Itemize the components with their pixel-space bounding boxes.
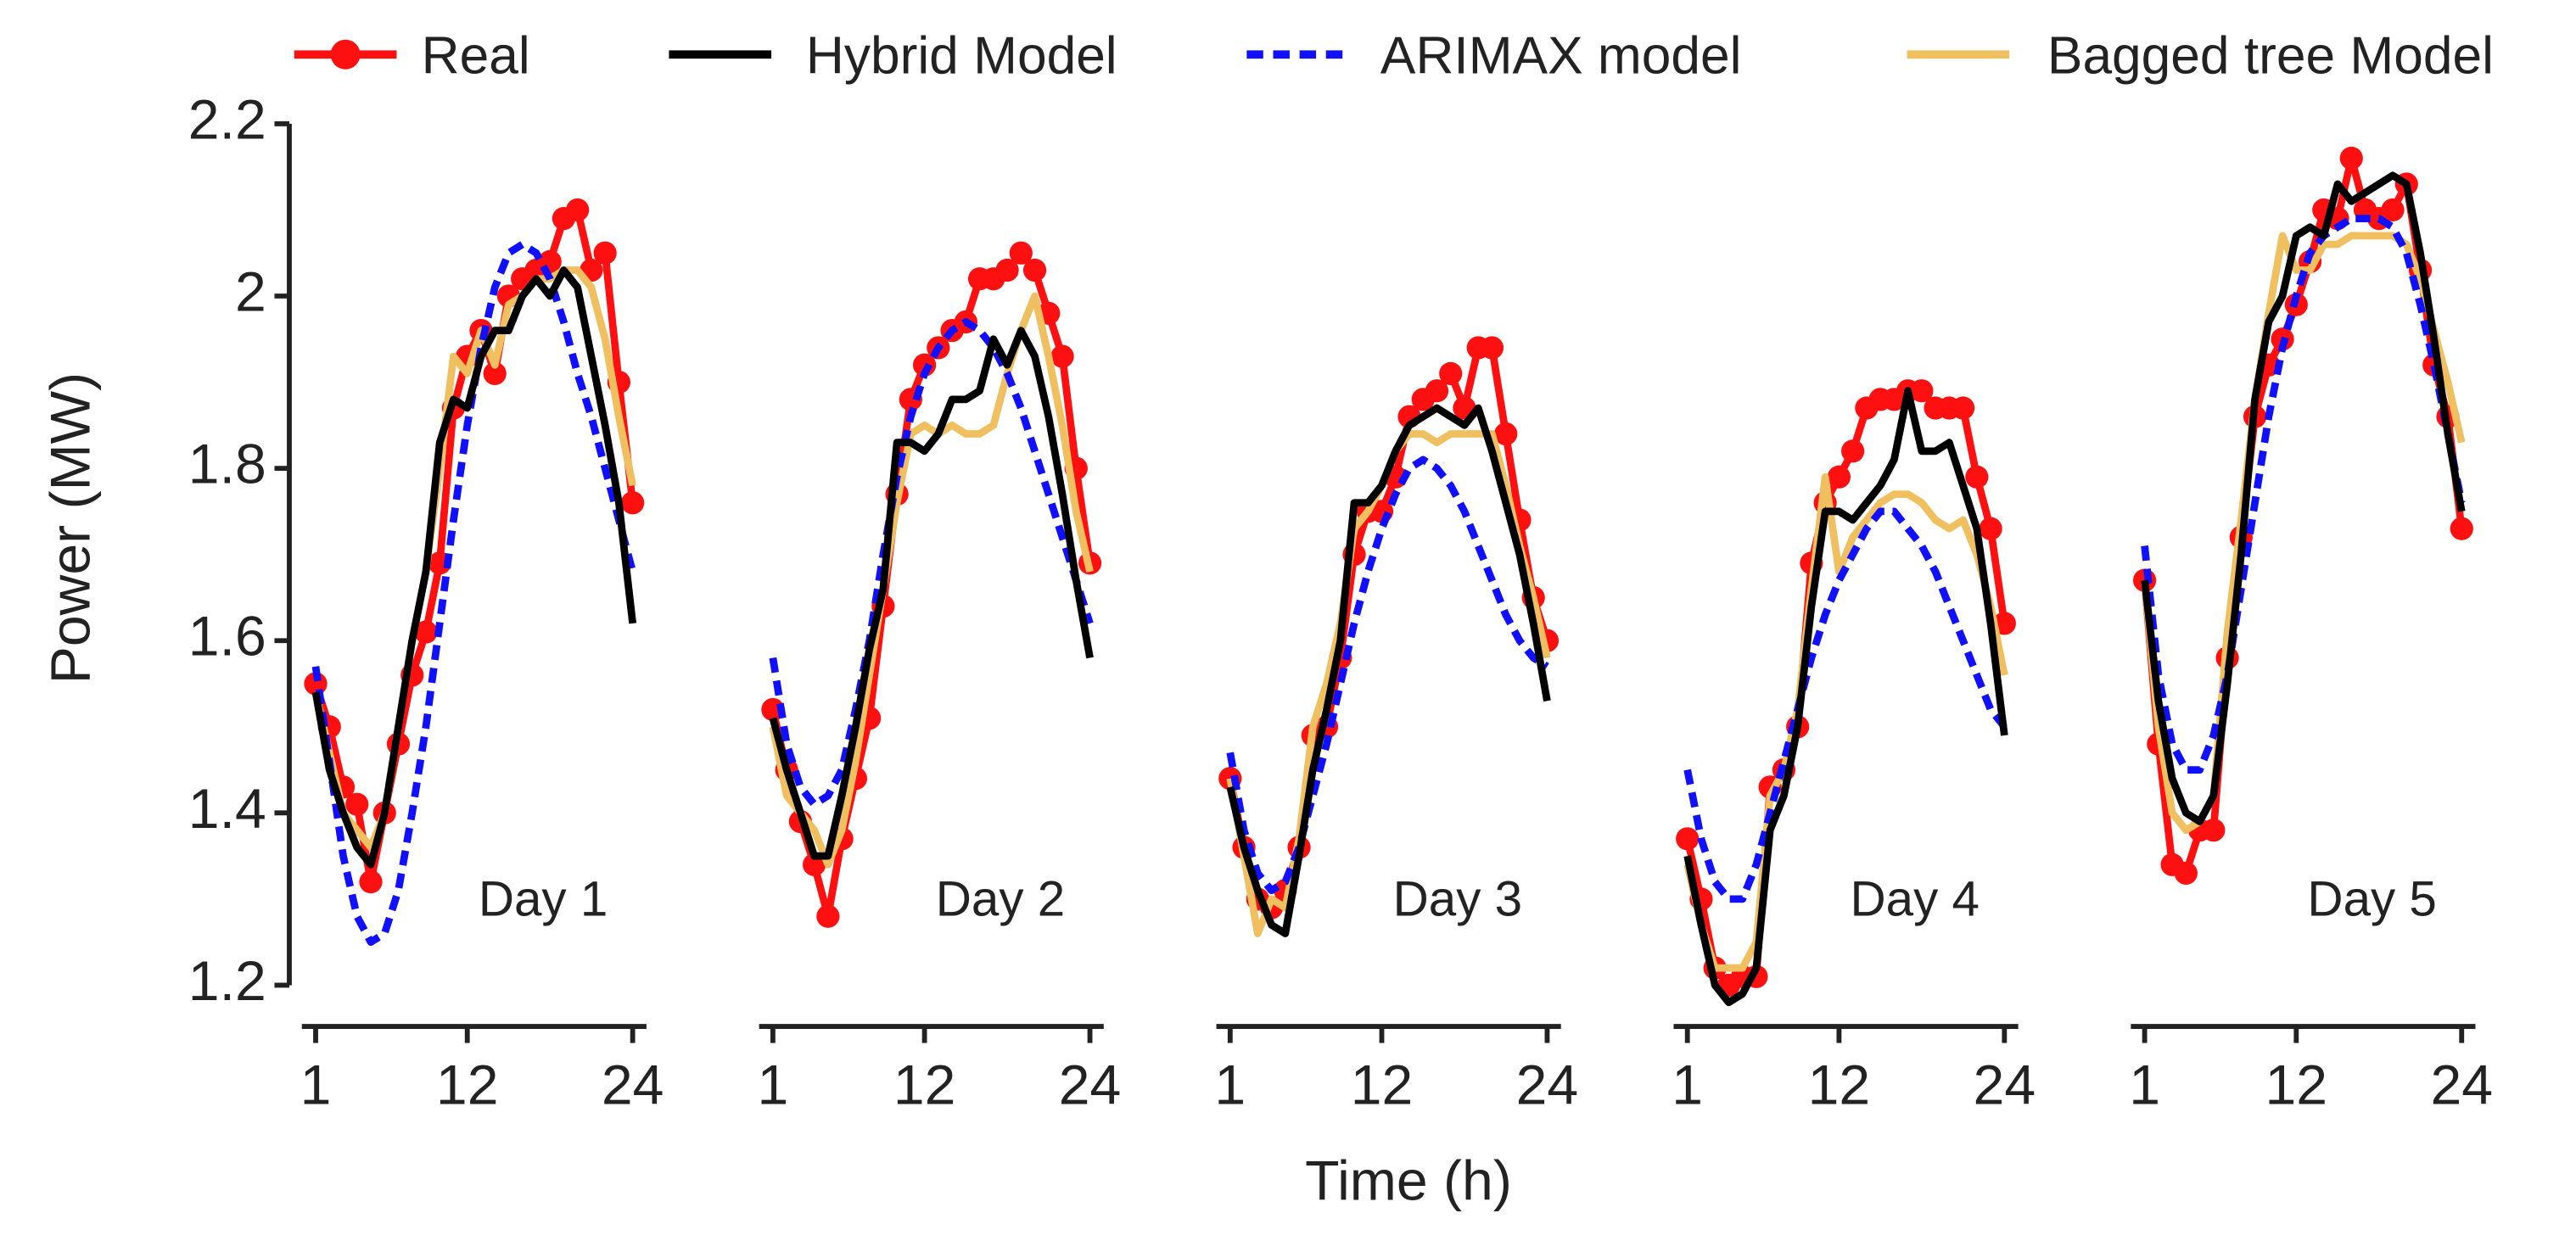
y-tick-label: 1.4: [188, 778, 266, 841]
panel-label: Day 3: [1393, 872, 1522, 927]
series-line: [1226, 404, 1551, 937]
legend-label: ARIMAX model: [1380, 26, 1742, 85]
x-tick-label: 24: [602, 1054, 664, 1116]
data-point: [1827, 465, 1851, 489]
data-point: [912, 353, 937, 377]
data-point: [1050, 344, 1074, 368]
y-axis-label: Power (MW): [40, 372, 103, 684]
x-tick-label: 1: [758, 1054, 789, 1116]
data-point: [621, 491, 645, 515]
data-point: [483, 361, 507, 386]
data-point: [2339, 146, 2363, 170]
x-tick-label: 1: [2129, 1054, 2160, 1116]
data-point: [1979, 517, 2002, 540]
y-tick-label: 2.2: [188, 88, 266, 151]
data-point: [593, 241, 617, 265]
x-tick-label: 1: [300, 1054, 332, 1116]
data-point: [1009, 241, 1033, 265]
data-point: [1439, 361, 1463, 386]
series-line: [1683, 472, 2008, 972]
data-point: [2202, 819, 2226, 842]
data-point: [1951, 396, 1975, 420]
series-line: [311, 266, 636, 852]
panel-label: Day 1: [479, 872, 608, 927]
data-point: [1494, 422, 1518, 446]
series-line: [1226, 456, 1549, 895]
data-point: [995, 258, 1019, 282]
series-line: [2141, 215, 2466, 774]
legend-label: Hybrid Model: [806, 26, 1117, 85]
x-tick-label: 24: [2430, 1054, 2493, 1116]
data-point: [1910, 379, 1934, 403]
x-tick-label: 12: [1351, 1054, 1414, 1116]
series-line: [769, 327, 1094, 860]
panel-label: Day 4: [1851, 872, 1980, 927]
data-point: [1022, 258, 1047, 282]
x-tick-label: 24: [1974, 1054, 2036, 1116]
data-point: [1841, 439, 1865, 463]
legend-label: Bagged tree Model: [2047, 26, 2494, 85]
series-line: [2141, 171, 2466, 825]
data-point: [345, 792, 369, 816]
data-point: [2174, 861, 2198, 886]
series-line: [311, 266, 636, 869]
x-axis-label: Time (h): [1305, 1149, 1512, 1212]
panel-label: Day 5: [2307, 872, 2436, 927]
x-tick-label: 24: [1516, 1054, 1579, 1116]
data-point: [1965, 465, 1989, 489]
y-tick-label: 1.6: [188, 606, 266, 668]
series-line: [311, 240, 636, 947]
panel-label: Day 2: [936, 872, 1065, 927]
y-tick-label: 1.8: [188, 433, 266, 496]
legend-marker: [330, 39, 361, 70]
data-point: [2450, 517, 2473, 540]
series-line: [2141, 232, 2466, 835]
data-point: [2381, 198, 2405, 222]
data-point: [1480, 336, 1504, 360]
x-tick-label: 1: [1672, 1054, 1703, 1116]
data-point: [1676, 827, 1700, 851]
x-tick-label: 12: [436, 1054, 499, 1116]
x-tick-label: 12: [2265, 1054, 2328, 1116]
legend-label: Real: [422, 26, 530, 85]
x-tick-label: 12: [1808, 1054, 1871, 1116]
data-point: [566, 198, 590, 222]
series-line: [1683, 387, 2008, 1007]
x-tick-label: 12: [893, 1054, 956, 1116]
y-tick-label: 1.2: [188, 950, 266, 1013]
y-tick-label: 2: [235, 260, 266, 323]
data-point: [1425, 379, 1449, 403]
data-point: [414, 620, 438, 644]
data-point: [359, 869, 383, 894]
x-tick-label: 1: [1214, 1054, 1246, 1116]
data-point: [816, 904, 840, 928]
x-tick-label: 24: [1059, 1054, 1122, 1116]
series-line: [769, 318, 1094, 808]
series-line: [1683, 507, 2008, 903]
